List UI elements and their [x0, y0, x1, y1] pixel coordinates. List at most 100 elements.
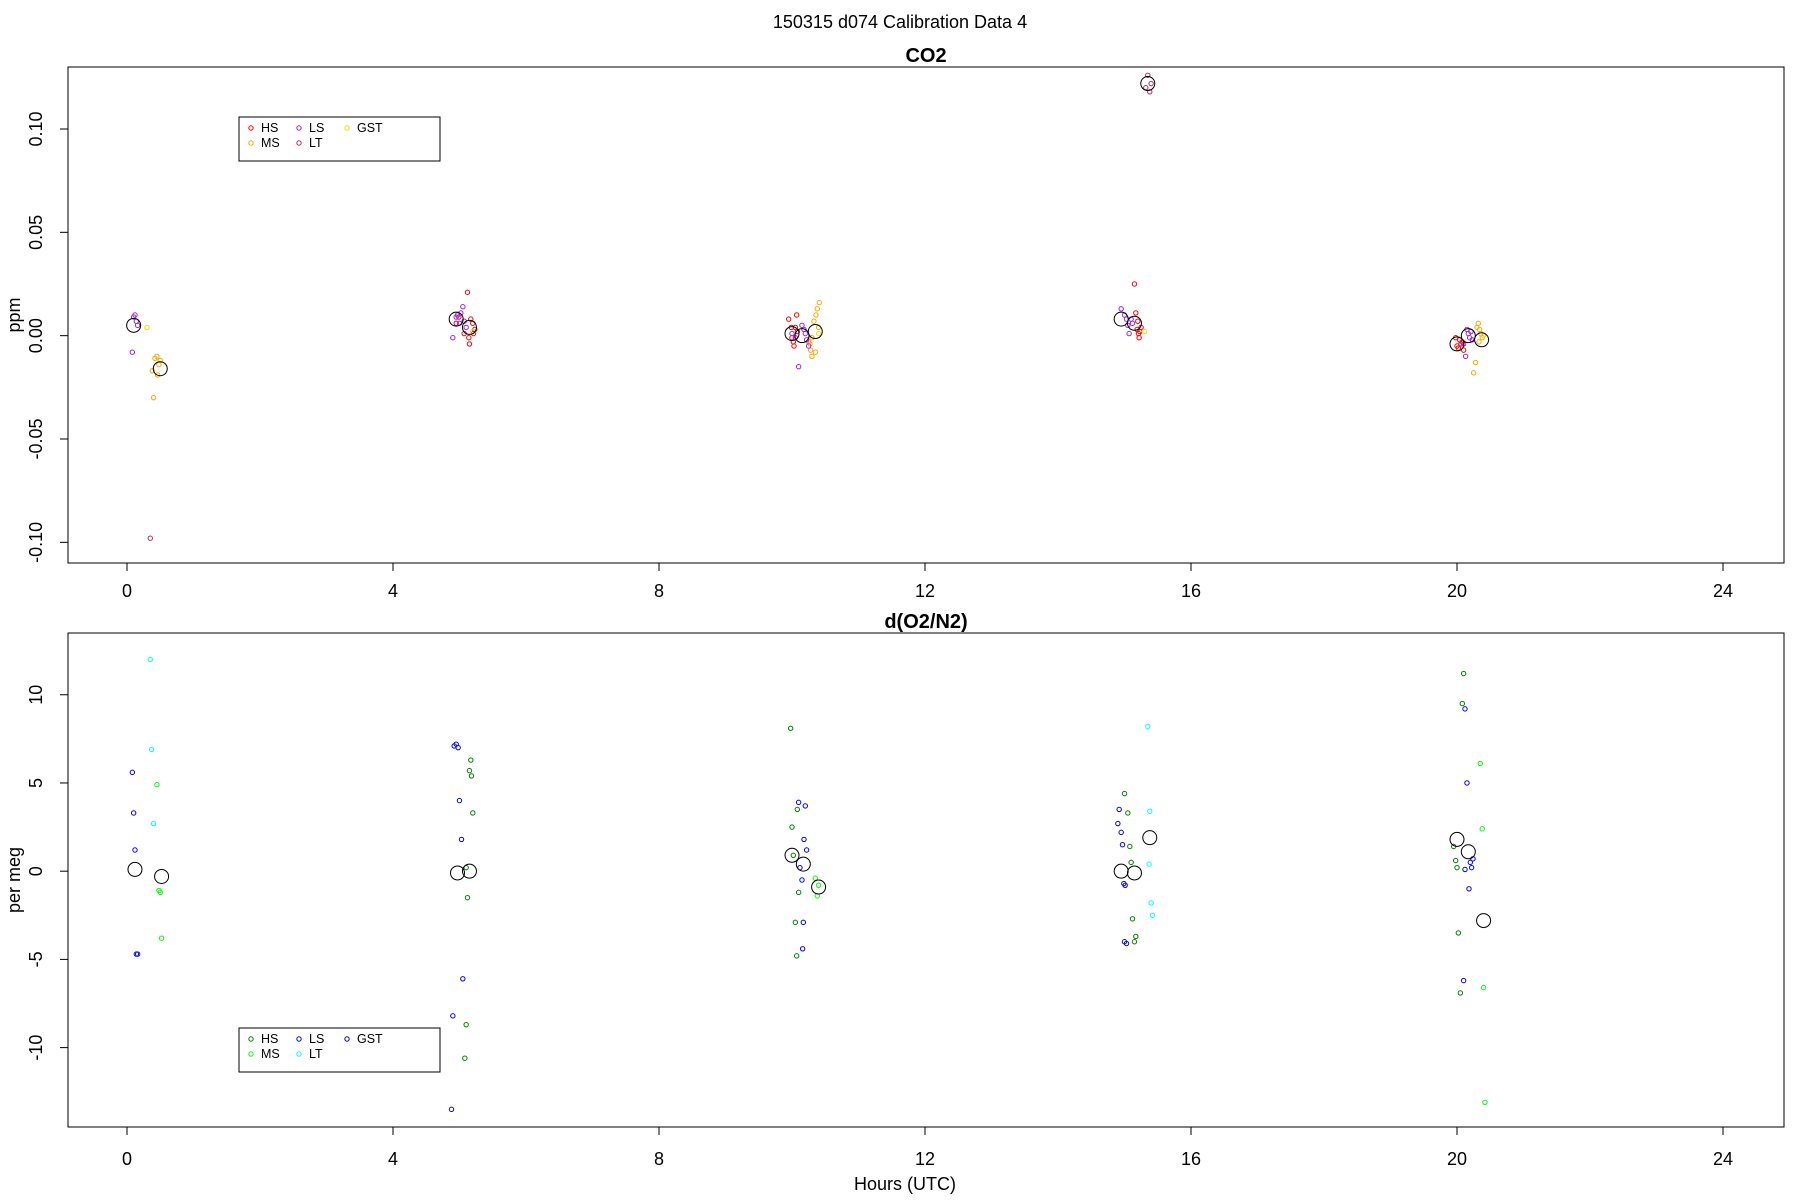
o2n2-point-lt — [1145, 723, 1151, 730]
co2-point-ls — [805, 343, 812, 349]
o2n2-point-ls — [795, 799, 802, 806]
o2n2-y-tick-label: -10 — [26, 1035, 46, 1061]
o2n2-point-ls — [803, 847, 810, 853]
co2-point-ls — [129, 349, 136, 355]
o2n2-point-hs — [790, 852, 797, 858]
co2-mean-marker — [1449, 336, 1465, 352]
o2n2-point-lt — [1147, 808, 1153, 814]
co2-mean-marker — [807, 324, 823, 340]
o2n2-y-tick-label: 10 — [26, 685, 46, 705]
co2-y-tick-label: 0.10 — [26, 111, 46, 146]
o2n2-mean-marker — [461, 863, 477, 879]
o2n2-point-ls — [450, 1013, 456, 1019]
o2n2-point-ls — [130, 810, 137, 816]
o2n2-point-ls — [1462, 866, 1468, 873]
co2-y-tick-label: 0.05 — [26, 215, 46, 250]
o2n2-point-hs — [468, 757, 474, 763]
o2n2-legend-marker-lt — [296, 1051, 302, 1057]
co2-legend-marker-gst — [344, 125, 350, 131]
co2-legend-marker-ls — [296, 125, 302, 131]
co2-point-ms — [812, 349, 818, 355]
o2n2-mean-marker — [154, 868, 170, 884]
co2-point-hs — [785, 316, 792, 322]
o2n2-x-tick-label: 12 — [915, 1149, 935, 1169]
co2-point-ls — [450, 335, 456, 341]
co2-point-ls — [789, 330, 795, 337]
o2n2-point-hs — [1125, 810, 1131, 816]
co2-mean-marker — [784, 326, 800, 342]
figure-title: 150315 d074 Calibration Data 4 — [773, 12, 1027, 32]
o2n2-point-hs — [795, 889, 802, 896]
co2-panel: CO2 ppm 0 4 8 12 16 20 24 -0.10 -0.05 0.00 0.05 0.… — [4, 45, 1785, 601]
co2-y-axis-title: ppm — [4, 297, 24, 332]
co2-point-hs — [1135, 318, 1141, 324]
o2n2-mean-marker — [784, 847, 800, 863]
co2-legend-label-hs: HS — [261, 121, 278, 135]
o2n2-y-tick-label: -5 — [26, 951, 46, 967]
o2n2-point-hs — [468, 773, 475, 779]
o2n2-legend-marker-gst — [344, 1036, 350, 1042]
o2n2-mean-marker — [450, 865, 466, 881]
co2-y-tick-label: 0.00 — [26, 318, 46, 353]
co2-point-hs — [466, 341, 473, 347]
co2-mean-marker — [1126, 315, 1142, 331]
co2-mean-marker — [448, 311, 464, 327]
o2n2-point-lt — [150, 820, 157, 827]
o2n2-point-hs — [463, 1021, 469, 1028]
o2n2-point-ms — [1482, 1099, 1488, 1106]
co2-point-ls — [134, 322, 141, 329]
o2n2-point-hs — [793, 953, 800, 959]
o2n2-point-hs — [789, 824, 795, 830]
co2-legend-label-lt: LT — [309, 136, 323, 150]
co2-x-axis: 0 4 8 12 16 20 24 — [122, 562, 1733, 601]
co2-point-hs — [453, 320, 459, 326]
o2n2-point-ls — [1123, 940, 1130, 947]
o2n2-y-tick-label: 5 — [26, 778, 46, 788]
co2-mean-marker — [1140, 76, 1156, 92]
o2n2-point-ms — [157, 889, 163, 896]
o2n2-point-lt — [147, 656, 153, 663]
co2-mean-marker — [794, 328, 810, 344]
o2n2-legend-label-hs: HS — [261, 1032, 278, 1046]
o2n2-point-ls — [1119, 842, 1126, 848]
o2n2-point-ls — [129, 769, 136, 776]
o2n2-point-ms — [1479, 826, 1485, 832]
o2n2-point-ls — [132, 847, 138, 853]
o2n2-y-axis: -10 -5 0 5 10 — [26, 685, 69, 1061]
o2n2-point-hs — [1452, 857, 1459, 864]
co2-point-ms — [150, 394, 157, 401]
o2n2-legend-box — [238, 1027, 441, 1073]
x-axis-title: Hours (UTC) — [854, 1174, 956, 1194]
o2n2-point-hs — [470, 810, 476, 816]
o2n2-mean-marker — [795, 856, 811, 872]
co2-panel-title: CO2 — [905, 45, 946, 67]
o2n2-point-ms — [158, 935, 165, 941]
co2-legend-label-ls: LS — [309, 121, 324, 135]
o2n2-point-ls — [1468, 864, 1475, 871]
co2-legend-marker-ms — [248, 140, 254, 146]
o2n2-point-ls — [1467, 859, 1474, 866]
o2n2-mean-marker — [127, 861, 143, 877]
o2n2-mean-marker — [1449, 831, 1465, 847]
co2-legend-box — [238, 116, 441, 162]
co2-mean-marker — [1113, 311, 1129, 327]
co2-point-ms — [154, 353, 160, 360]
co2-legend-label-gst: GST — [357, 121, 383, 135]
co2-point-ls — [803, 337, 810, 343]
co2-point-ms — [807, 347, 814, 353]
o2n2-point-lt — [1146, 861, 1152, 867]
co2-x-tick-label: 24 — [1713, 581, 1733, 601]
o2n2-point-ls — [455, 744, 461, 751]
co2-mean-marker — [1460, 328, 1476, 344]
o2n2-point-hs — [1460, 670, 1467, 677]
co2-point-ms — [157, 357, 163, 364]
co2-point-lt — [1148, 80, 1154, 87]
co2-point-ls — [1126, 330, 1132, 337]
o2n2-point-lt — [1148, 900, 1154, 906]
co2-point-hs — [1136, 335, 1142, 341]
co2-y-axis: -0.10 -0.05 0.00 0.05 0.10 — [26, 111, 69, 563]
co2-point-hs — [1460, 347, 1467, 353]
o2n2-point-ls — [448, 1106, 455, 1113]
o2n2-legend-label-ls: LS — [309, 1032, 324, 1046]
